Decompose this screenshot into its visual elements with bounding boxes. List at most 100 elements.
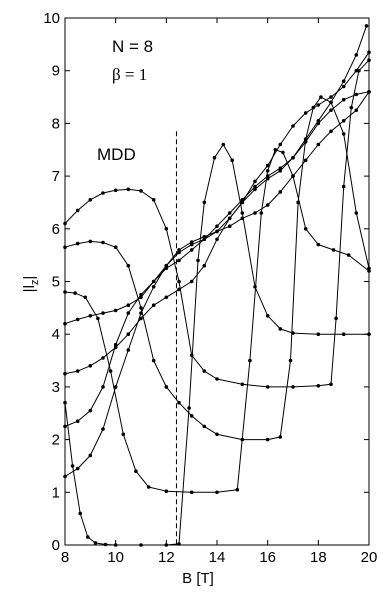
data-point — [63, 474, 67, 479]
data-point — [265, 385, 270, 389]
data-point — [164, 385, 169, 389]
x-tick-label: 8 — [61, 549, 69, 566]
y-axis-label: |lz| — [21, 276, 41, 293]
data-point — [367, 90, 371, 94]
data-point — [235, 487, 240, 492]
data-point — [221, 142, 226, 147]
data-point — [215, 224, 219, 228]
data-point — [265, 203, 270, 207]
data-point — [329, 95, 333, 99]
data-point — [354, 211, 359, 215]
data-point — [329, 108, 333, 112]
data-point — [177, 400, 181, 405]
data-point — [367, 50, 371, 55]
data-point — [367, 266, 371, 271]
x-tick-label: 18 — [310, 549, 327, 566]
data-point — [367, 58, 371, 62]
data-point — [113, 543, 118, 547]
data-point — [341, 97, 346, 102]
series-line-6 — [64, 91, 370, 427]
data-point — [139, 189, 143, 193]
data-point — [291, 174, 295, 178]
data-point — [341, 132, 346, 136]
data-point — [139, 316, 143, 321]
data-point — [189, 242, 194, 247]
data-point — [187, 406, 191, 410]
data-point — [108, 369, 113, 373]
data-point — [103, 542, 108, 547]
data-point — [367, 332, 371, 337]
data-point — [265, 314, 270, 318]
data-point — [75, 369, 80, 373]
data-point — [75, 208, 80, 213]
data-point — [126, 187, 131, 192]
data-point — [265, 176, 270, 181]
data-point — [202, 369, 207, 373]
series-line-2 — [64, 149, 370, 493]
data-point — [63, 400, 67, 405]
data-point — [334, 316, 338, 321]
data-point — [75, 419, 80, 424]
data-point — [278, 166, 283, 170]
data-point — [354, 68, 359, 73]
data-point — [248, 358, 252, 363]
data-point — [215, 377, 219, 381]
data-point — [202, 263, 207, 268]
data-point — [215, 490, 219, 495]
data-point — [93, 541, 98, 545]
data-point — [113, 385, 118, 389]
data-point — [265, 169, 270, 173]
data-point — [253, 211, 257, 215]
data-point — [215, 237, 219, 242]
data-point — [281, 150, 285, 155]
series-line-8 — [64, 25, 367, 325]
data-point — [240, 211, 245, 215]
data-point — [177, 248, 181, 252]
data-point — [151, 358, 156, 363]
data-point — [88, 198, 93, 202]
data-point — [278, 169, 283, 173]
data-point — [177, 287, 181, 292]
data-point — [240, 382, 245, 387]
data-point — [316, 384, 321, 388]
data-point — [78, 511, 82, 516]
data-point — [212, 155, 217, 160]
data-point — [113, 345, 118, 350]
data-point — [278, 435, 283, 439]
data-point — [202, 424, 207, 429]
data-point — [139, 311, 143, 315]
data-point — [354, 53, 359, 57]
data-point — [177, 542, 181, 546]
data-point — [291, 124, 295, 128]
data-point — [303, 137, 308, 141]
data-point — [303, 227, 308, 231]
data-point — [126, 303, 131, 308]
data-point — [253, 285, 257, 289]
y-axis-label-subscript: z — [29, 280, 41, 286]
data-point — [73, 291, 77, 295]
data-point — [139, 543, 143, 547]
data-point — [259, 211, 264, 215]
data-point — [202, 237, 207, 242]
data-point — [126, 311, 131, 315]
data-point — [151, 303, 156, 308]
data-point — [88, 364, 93, 368]
data-point — [354, 92, 359, 97]
y-tick-label: 8 — [52, 115, 60, 132]
data-point — [253, 184, 257, 189]
data-point — [189, 240, 194, 244]
data-point — [88, 453, 93, 458]
data-point — [101, 191, 105, 195]
y-tick-label: 10 — [43, 10, 60, 27]
data-point — [331, 248, 336, 252]
data-point — [196, 258, 200, 263]
data-point — [75, 241, 80, 246]
y-tick-label: 6 — [52, 221, 60, 238]
data-point — [354, 108, 359, 112]
data-point — [151, 285, 156, 289]
data-point — [240, 216, 245, 221]
data-point — [126, 348, 131, 352]
y-tick-label: 9 — [52, 63, 60, 80]
x-tick-label: 14 — [209, 549, 226, 566]
series-line-1 — [64, 144, 369, 546]
